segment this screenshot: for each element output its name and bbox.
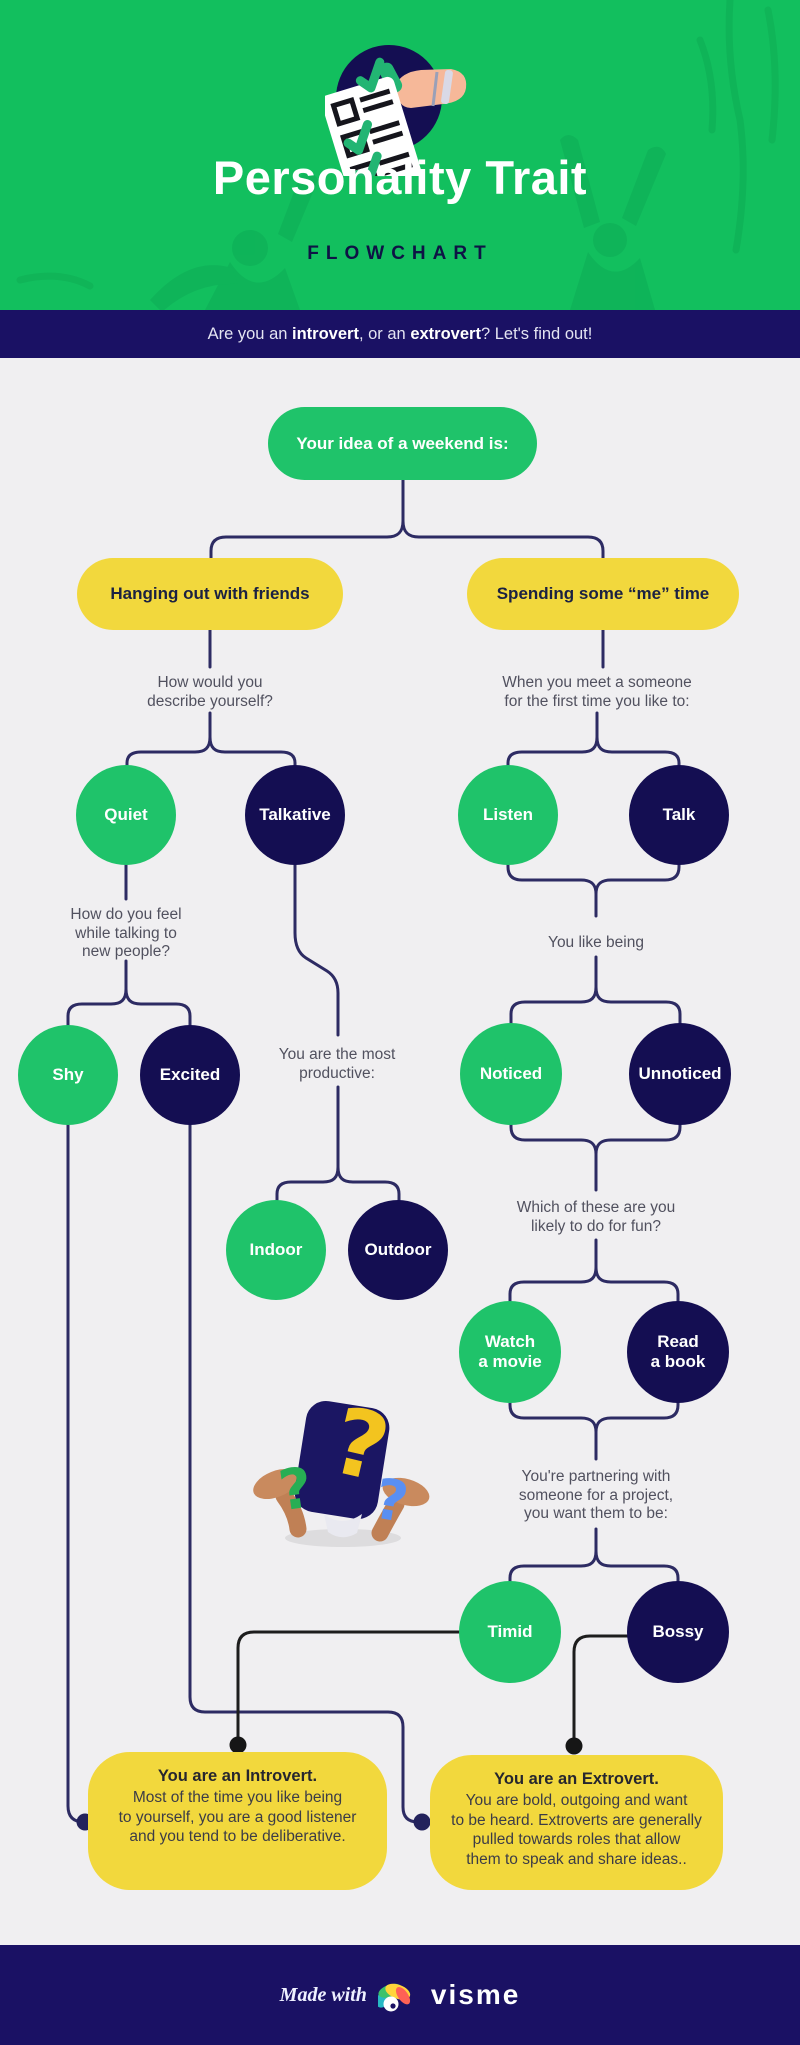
result-extrovert-title: You are an Extrovert. [494, 1770, 659, 1788]
node-noticed: Noticed [460, 1023, 562, 1125]
node-indoor: Indoor [226, 1200, 326, 1300]
node-unnoticed: Unnoticed [629, 1023, 731, 1125]
question-meet-someone: When you meet a someone for the first tim… [502, 674, 692, 710]
node-watch-a-movie: Watch a movie [459, 1301, 561, 1403]
made-with-text: Made with [279, 1983, 367, 2006]
question-for-fun: Which of these are you likely to do for f… [516, 1199, 676, 1235]
checklist-icon [325, 45, 467, 176]
node-branch-friends-label: Hanging out with friends [110, 584, 310, 603]
question-like-being: You like being [548, 934, 644, 951]
node-shy: Shy [18, 1025, 118, 1125]
node-branch-me-time: Spending some “me” time [467, 558, 739, 630]
node-quiet: Quiet [76, 765, 176, 865]
node-excited: Excited [140, 1025, 240, 1125]
node-talk: Talk [629, 765, 729, 865]
flowchart: Your idea of a weekend is: Hanging out w… [0, 358, 800, 1945]
header-photo-silhouettes [16, 0, 779, 310]
node-read-a-book: Read a book [627, 1301, 729, 1403]
confused-character-illustration: ? ? ? [253, 1387, 430, 1547]
tagline-bar: Are you an introvert, or an extrovert? L… [0, 310, 800, 358]
node-outdoor: Outdoor [348, 1200, 448, 1300]
node-branch-friends: Hanging out with friends [77, 558, 343, 630]
node-branch-me-time-label: Spending some “me” time [496, 584, 710, 603]
question-new-people: How do you feel while talking to new peopl… [70, 906, 182, 960]
visme-wordmark: visme [430, 1979, 521, 2010]
node-start-label: Your idea of a weekend is: [296, 433, 509, 453]
header-banner: Personality Trait FLOWCHART [0, 0, 800, 310]
question-most-productive: You are the most productive: [278, 1046, 396, 1082]
node-bossy: Bossy [627, 1581, 729, 1683]
tagline-text: Are you an introvert, or an extrovert? L… [207, 324, 593, 343]
node-listen: Listen [458, 765, 558, 865]
page-subtitle: FLOWCHART [307, 243, 493, 264]
result-introvert: You are an Introvert. Most of the time y… [88, 1752, 387, 1890]
result-extrovert: You are an Extrovert. You are bold, outg… [430, 1755, 723, 1890]
node-timid: Timid [459, 1581, 561, 1683]
node-talkative: Talkative [245, 765, 345, 865]
result-introvert-title: You are an Introvert. [157, 1767, 318, 1785]
node-start: Your idea of a weekend is: [268, 407, 537, 480]
visme-logo-icon [377, 1983, 411, 2012]
page-title: Personality Trait [212, 151, 588, 204]
footer-bar: Made with visme [0, 1945, 800, 2045]
question-partnering: You're partnering with someone for a proj… [518, 1468, 674, 1522]
connector-lines [66, 478, 682, 1831]
question-describe-yourself: How would you describe yourself? [147, 674, 273, 710]
